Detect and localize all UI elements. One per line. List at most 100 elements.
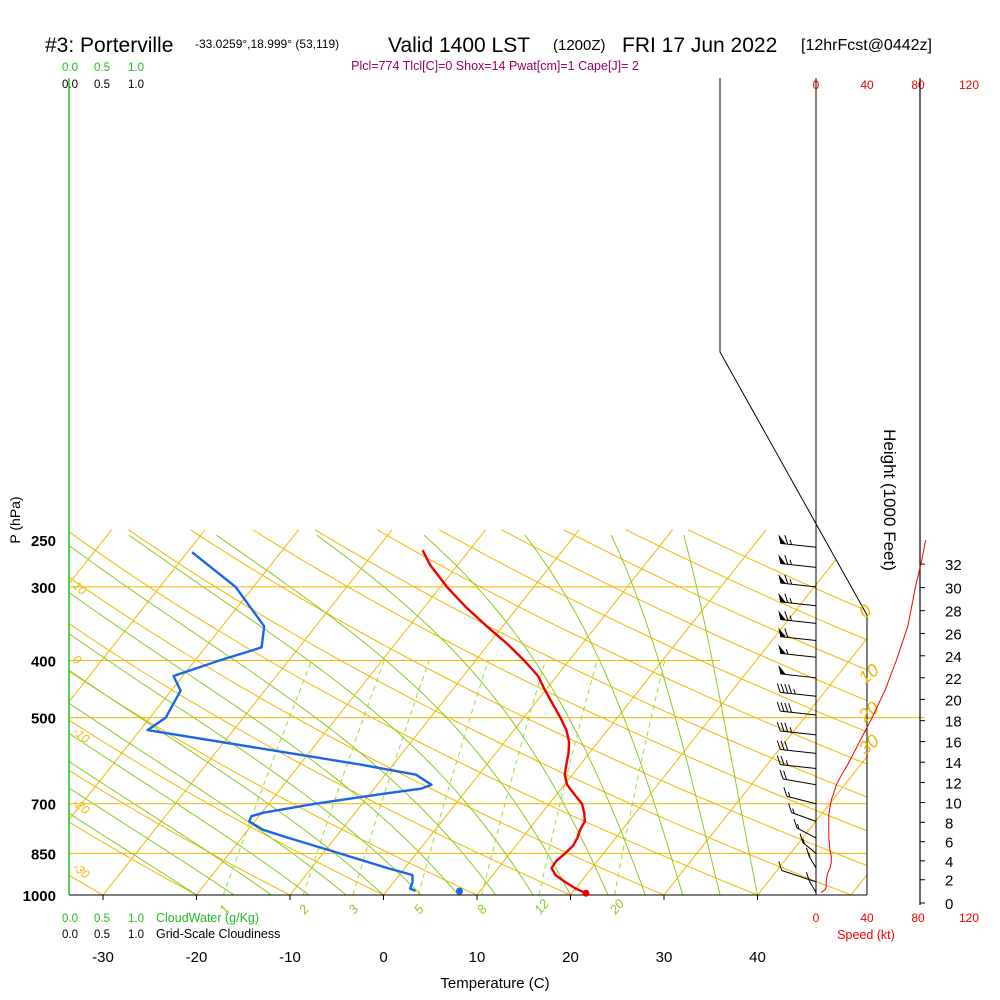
barb-staff	[780, 730, 817, 736]
moist-adiabat-line	[69, 534, 384, 895]
speed-tick: 120	[959, 78, 979, 92]
wind-barb	[778, 627, 817, 642]
barb-staff	[808, 856, 817, 869]
pressure-tick-label: 300	[31, 580, 56, 597]
temperature-tick-label: -10	[279, 949, 301, 966]
mixing-ratio-label: 2	[295, 901, 312, 918]
moist-adiabat-line	[524, 534, 684, 895]
barb-pennant	[778, 554, 786, 565]
moist-adiabat-line	[69, 534, 310, 895]
wind-barb	[805, 847, 817, 869]
height-tick-label: 22	[945, 671, 962, 688]
cloudwater-scale-bottom: 0.0 0.5 1.0 CloudWater (g/Kg)	[62, 911, 259, 925]
barb-staff	[780, 636, 817, 642]
barb-feather	[784, 611, 789, 621]
barb-staff	[780, 601, 817, 607]
moist-adiabat-lines	[69, 534, 758, 895]
speed-label: Speed (kt)	[837, 928, 895, 942]
wind-barb	[778, 534, 817, 548]
forecast-date: FRI 17 Jun 2022	[622, 34, 777, 57]
barb-feather	[788, 703, 793, 713]
barb-half-feather	[808, 852, 811, 859]
dry-adiabat-line	[69, 529, 758, 895]
barb-feather	[776, 740, 781, 750]
cloudwater-tick: 1.0	[128, 62, 144, 74]
barb-feather	[788, 684, 793, 694]
barb-half-feather	[793, 688, 796, 695]
barb-feather	[776, 701, 781, 712]
height-tick-label: 32	[945, 557, 962, 574]
moist-adiabat-line	[128, 534, 534, 895]
barb-staff	[802, 842, 817, 854]
mixing-ratio-line	[352, 660, 430, 895]
height-tick-label: 20	[945, 692, 962, 709]
temperature-line	[421, 549, 587, 895]
barb-staff	[780, 691, 817, 697]
mixing-ratio-label: 5	[411, 901, 428, 917]
isotherm-line	[289, 529, 580, 895]
wind-barb	[788, 803, 817, 822]
mixing-ratio-line	[222, 660, 313, 895]
height-tick-label: 0	[945, 896, 953, 913]
barb-feather	[788, 803, 793, 813]
barb-pennant	[778, 644, 786, 654]
wind-barb	[776, 683, 817, 697]
mixing-ratio-label: 20	[606, 896, 628, 918]
sounding-profiles	[146, 549, 590, 897]
cloudwater-label: CloudWater (g/Kg)	[156, 911, 259, 925]
barb-feather	[780, 683, 785, 693]
surface-dewpoint-marker	[455, 887, 463, 895]
temperature-tick-label: 10	[469, 949, 486, 966]
barb-half-feather	[787, 792, 791, 798]
barb-feather	[784, 574, 789, 584]
mixing-ratio-label: 12	[531, 896, 552, 917]
isotherm-line	[757, 529, 867, 895]
forecast-info: [12hrFcst@0442z]	[801, 37, 932, 54]
cloudiness-tick: 0.0	[62, 929, 78, 941]
isotherm-label: 0	[70, 652, 84, 667]
moist-adiabat-line	[316, 534, 609, 895]
mixing-ratio-line	[614, 660, 666, 895]
moist-adiabat-line	[69, 534, 347, 895]
barb-feather	[784, 535, 789, 545]
isotherm-line	[383, 529, 673, 895]
barb-staff	[780, 542, 817, 548]
speed-tick: 120	[959, 911, 979, 925]
height-tick-label: 10	[945, 796, 962, 813]
dry-adiabat-line	[69, 529, 291, 895]
mixing-ratio-line	[302, 660, 385, 895]
pressure-tick-label: 250	[31, 533, 56, 550]
cloudiness-scale-bottom: 0.0 0.5 1.0 Grid-Scale Cloudiness	[62, 927, 280, 941]
barb-half-feather	[802, 838, 805, 844]
barb-staff	[780, 618, 817, 624]
barb-feather	[784, 722, 789, 732]
barb-feather	[805, 872, 810, 882]
barb-staff	[791, 812, 817, 822]
cloudiness-scale-top: 0.0 0.5 1.0	[62, 79, 144, 91]
wind-barb	[783, 787, 817, 805]
dry-adiabat-label: 0	[855, 600, 876, 622]
moist-adiabat-line	[69, 534, 272, 895]
cloudwater-tick: 0.5	[94, 913, 110, 925]
barb-pennant	[778, 610, 786, 621]
y-axis-label: P (hPa)	[7, 496, 23, 543]
barb-half-feather	[797, 823, 800, 830]
wind-barb	[778, 610, 817, 624]
height-tick-label: 4	[945, 854, 953, 871]
mixing-ratio-label: 3	[345, 901, 362, 917]
isotherm-line	[663, 529, 867, 895]
height-tick-label: 12	[945, 776, 962, 793]
barb-staff	[780, 748, 817, 754]
wind-barb	[776, 721, 817, 736]
barb-feather	[799, 833, 804, 843]
moist-adiabat-line	[610, 534, 721, 895]
barb-staff	[780, 652, 817, 658]
barb-feather	[793, 818, 798, 829]
barb-staff	[796, 827, 817, 839]
plot-right-border	[719, 78, 868, 895]
barb-pennant	[778, 534, 786, 544]
plot-frame	[68, 78, 921, 905]
dry-adiabat-label: 30	[855, 730, 883, 758]
wind-barb	[778, 592, 817, 607]
